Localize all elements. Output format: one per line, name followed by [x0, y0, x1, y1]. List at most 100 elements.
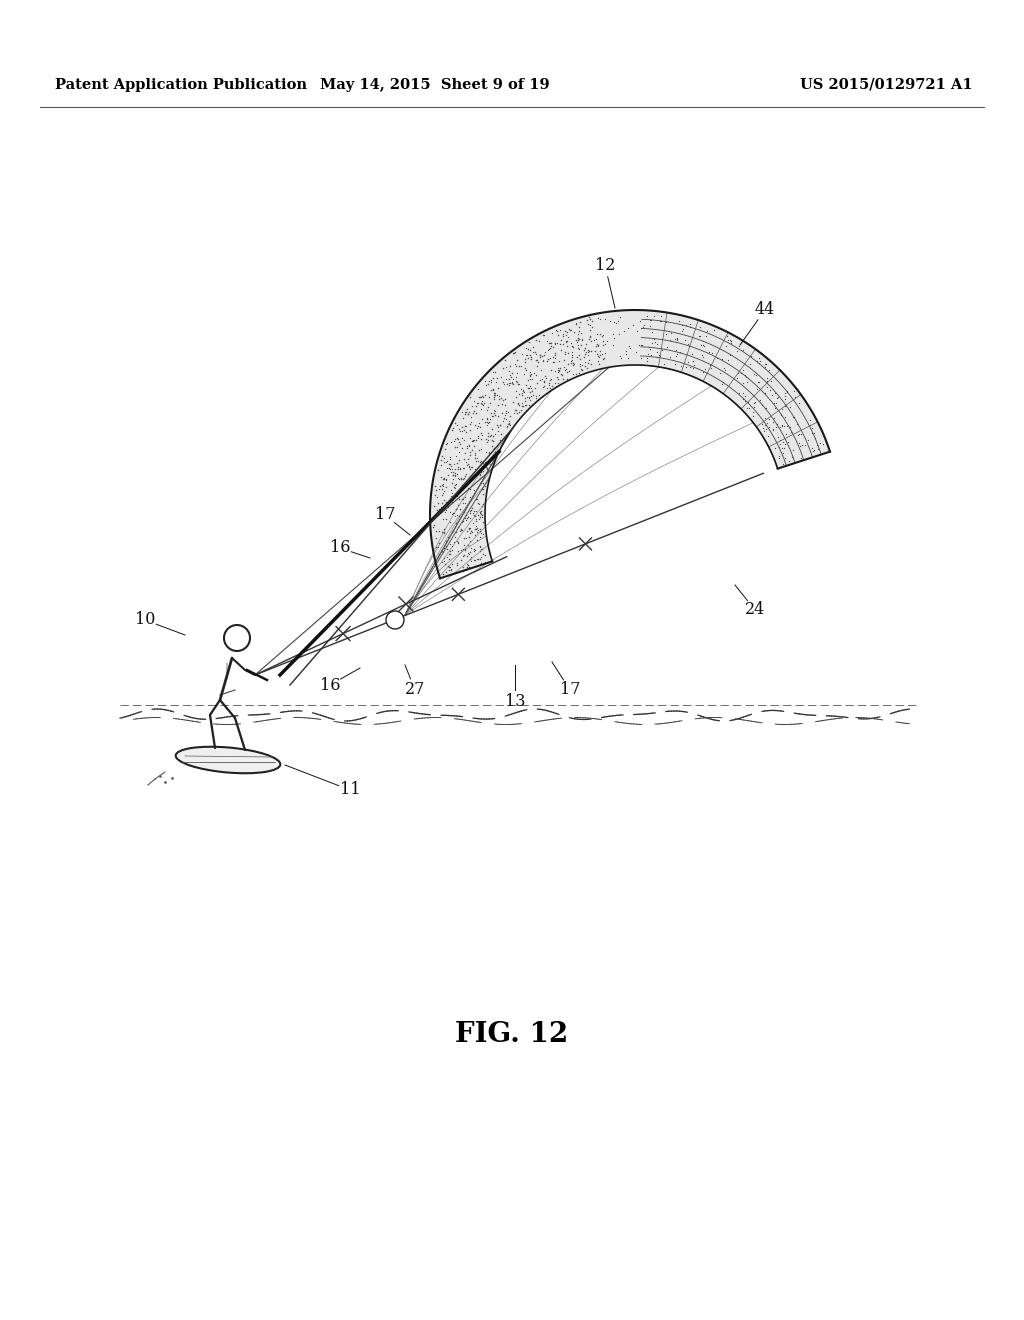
Point — [564, 355, 581, 376]
Point — [654, 339, 671, 360]
Point — [451, 442, 467, 463]
Point — [483, 370, 500, 391]
Point — [481, 453, 498, 474]
Point — [470, 492, 486, 513]
Point — [454, 469, 470, 490]
Point — [653, 306, 670, 327]
Point — [466, 400, 482, 421]
Point — [755, 417, 771, 438]
Point — [507, 400, 523, 421]
Point — [488, 384, 505, 405]
Point — [535, 351, 551, 372]
Point — [481, 442, 498, 463]
Point — [457, 401, 473, 422]
Point — [487, 441, 504, 462]
Point — [678, 356, 694, 378]
Point — [562, 333, 579, 354]
Point — [735, 359, 752, 380]
Point — [498, 368, 514, 389]
Point — [495, 411, 511, 432]
Point — [532, 359, 549, 380]
Point — [467, 458, 483, 479]
Point — [544, 375, 560, 396]
Point — [564, 350, 581, 371]
Point — [774, 414, 791, 436]
Point — [447, 521, 464, 543]
Point — [568, 313, 585, 334]
Point — [445, 532, 462, 553]
Point — [460, 403, 476, 424]
Point — [464, 457, 480, 478]
Point — [497, 404, 513, 425]
Point — [498, 409, 514, 430]
Point — [477, 552, 494, 573]
Point — [471, 508, 487, 529]
Point — [472, 461, 488, 482]
Point — [515, 396, 531, 417]
Point — [463, 537, 479, 558]
Point — [506, 343, 522, 364]
Point — [550, 360, 566, 381]
Point — [474, 512, 490, 533]
Point — [540, 348, 556, 370]
Point — [560, 327, 577, 348]
Point — [544, 322, 560, 343]
Point — [475, 473, 492, 494]
Point — [445, 465, 462, 486]
Point — [441, 488, 458, 510]
Point — [437, 451, 454, 473]
Point — [519, 339, 536, 360]
Point — [466, 540, 482, 561]
Point — [592, 309, 608, 330]
Point — [502, 355, 518, 376]
Point — [793, 424, 809, 445]
Point — [485, 437, 502, 458]
Point — [473, 500, 489, 521]
Point — [516, 381, 532, 403]
Point — [768, 393, 784, 414]
Point — [765, 412, 781, 433]
Point — [462, 486, 478, 507]
Point — [583, 354, 599, 375]
Point — [485, 388, 502, 409]
Point — [444, 521, 461, 543]
Point — [487, 383, 504, 404]
Point — [456, 502, 472, 523]
Point — [459, 557, 475, 578]
Point — [748, 364, 764, 385]
Point — [510, 393, 526, 414]
Point — [517, 351, 534, 372]
Point — [442, 458, 459, 479]
Point — [455, 416, 471, 437]
Point — [518, 338, 535, 359]
Point — [505, 374, 521, 395]
Point — [547, 334, 563, 355]
Point — [450, 532, 466, 553]
Point — [495, 389, 511, 411]
Point — [645, 305, 662, 326]
Point — [779, 414, 796, 436]
Point — [802, 414, 818, 436]
Point — [526, 378, 543, 399]
Point — [494, 367, 510, 388]
Point — [527, 343, 544, 364]
Point — [774, 437, 791, 458]
Point — [462, 420, 478, 441]
Point — [674, 319, 690, 341]
Point — [739, 371, 756, 392]
Point — [439, 465, 456, 486]
Point — [672, 341, 688, 362]
Point — [495, 371, 511, 392]
Point — [473, 507, 489, 528]
Point — [430, 536, 446, 557]
Point — [484, 380, 501, 401]
Point — [433, 540, 450, 561]
Point — [445, 430, 462, 451]
Point — [437, 500, 454, 521]
Point — [669, 329, 685, 350]
Point — [446, 437, 463, 458]
Point — [778, 424, 795, 445]
Point — [473, 387, 489, 408]
Point — [538, 367, 554, 388]
Point — [771, 447, 787, 469]
